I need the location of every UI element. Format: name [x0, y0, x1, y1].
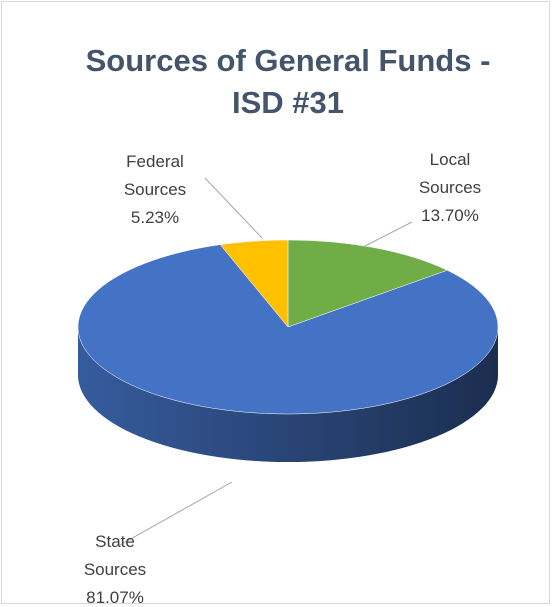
data-label: State Sources 81.07% — [60, 528, 170, 607]
leader-line — [119, 481, 233, 546]
category-label: Federal Sources — [123, 152, 187, 199]
slice — [219, 239, 289, 328]
slice — [287, 239, 448, 328]
value-label: 81.07% — [86, 588, 144, 607]
chart-title: Sources of General Funds - ISD #31 — [85, 43, 491, 120]
value-label: 13.70% — [421, 206, 479, 225]
value-label: 5.23% — [130, 208, 180, 227]
data-label: Local Sources 13.70% — [395, 146, 505, 230]
data-label: Federal Sources 5.23% — [100, 148, 210, 232]
leader-line — [204, 177, 263, 239]
slice — [77, 244, 499, 415]
category-label: State Sources — [83, 532, 147, 579]
leader-line — [364, 221, 413, 247]
category-label: Local Sources — [418, 150, 482, 197]
side-shade — [78, 327, 498, 462]
